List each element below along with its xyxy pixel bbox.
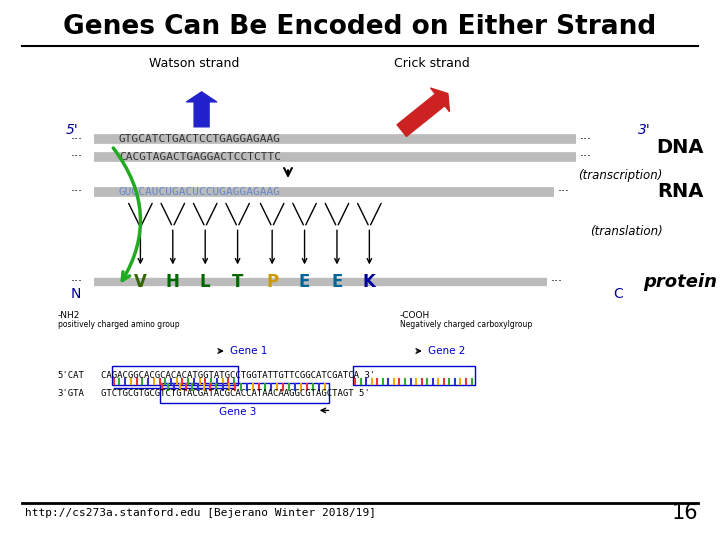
Text: RNA: RNA (657, 182, 703, 201)
Text: -NH2: -NH2 (58, 310, 80, 320)
Text: positively charged amino group: positively charged amino group (58, 320, 179, 329)
Text: ···: ··· (558, 185, 570, 198)
Bar (112, 366, 238, 385)
Text: (transcription): (transcription) (578, 169, 662, 182)
Text: ···: ··· (71, 275, 83, 288)
Text: ···: ··· (71, 185, 83, 198)
Text: P: P (266, 273, 278, 291)
Text: 5'CAT: 5'CAT (58, 371, 84, 380)
Text: GTCTGCGTGCGTCTGTACGATACGCACCATAACAAGGCGTAGCTAGT 5': GTCTGCGTGCGTCTGTACGATACGCACCATAACAAGGCGT… (101, 389, 369, 397)
Text: Watson strand: Watson strand (149, 57, 240, 70)
Text: GTGCATCTGACTCCTGAGGAGAAG: GTGCATCTGACTCCTGAGGAGAAG (119, 134, 281, 144)
Text: N: N (71, 287, 81, 301)
Text: K: K (363, 273, 376, 291)
Text: ···: ··· (551, 275, 563, 288)
Bar (353, 366, 475, 385)
Text: 3'GTA: 3'GTA (58, 389, 84, 397)
Text: H: H (166, 273, 180, 291)
Text: ···: ··· (71, 150, 83, 163)
Text: Crick strand: Crick strand (394, 57, 470, 70)
Text: ···: ··· (580, 150, 592, 163)
Text: 16: 16 (672, 503, 698, 523)
Text: 5': 5' (66, 123, 78, 137)
Text: GUGCAUCUGACUCCUGAGGAGAAG: GUGCAUCUGACUCCUGAGGAGAAG (119, 187, 281, 197)
Text: -COOH: -COOH (400, 310, 430, 320)
Text: ···: ··· (71, 133, 83, 146)
Text: V: V (134, 273, 147, 291)
Text: C: C (613, 287, 623, 301)
Text: L: L (200, 273, 210, 291)
Text: E: E (299, 273, 310, 291)
Text: 3': 3' (638, 123, 651, 137)
Text: Gene 2: Gene 2 (428, 346, 466, 356)
Text: CACGTAGACTGAGGACTCCTCTTC: CACGTAGACTGAGGACTCCTCTTC (119, 152, 281, 161)
Text: (translation): (translation) (590, 225, 662, 238)
Text: E: E (331, 273, 343, 291)
Text: CAGACGGCACGCACACATGGTATGCCTGGTATTGTTCGGCATCGATCA 3': CAGACGGCACGCACACATGGTATGCCTGGTATTGTTCGGC… (101, 371, 375, 380)
FancyArrowPatch shape (113, 148, 140, 280)
Text: ···: ··· (580, 133, 592, 146)
Text: protein: protein (644, 273, 717, 291)
Bar (160, 383, 329, 403)
Text: Gene 1: Gene 1 (230, 346, 268, 356)
Text: Gene 3: Gene 3 (219, 407, 256, 417)
Text: http://cs273a.stanford.edu [Bejerano Winter 2018/19]: http://cs273a.stanford.edu [Bejerano Win… (25, 508, 376, 518)
Text: DNA: DNA (657, 138, 704, 158)
Text: Genes Can Be Encoded on Either Strand: Genes Can Be Encoded on Either Strand (63, 14, 657, 39)
Text: Negatively charged carboxylgroup: Negatively charged carboxylgroup (400, 320, 532, 329)
Text: T: T (232, 273, 243, 291)
